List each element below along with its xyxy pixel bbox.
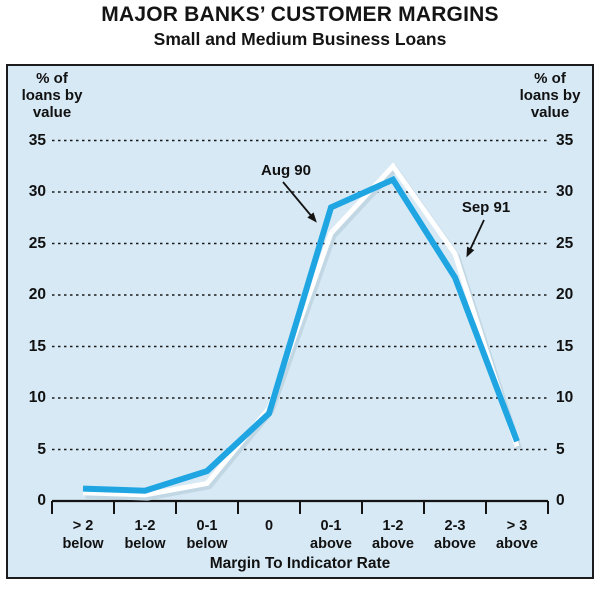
category-label-5: 1-2 above — [372, 518, 414, 552]
y-tick-label-right-0: 0 — [556, 492, 565, 509]
y-tick-label-right-35: 35 — [556, 131, 574, 149]
sep-91-line-shadow — [85, 164, 523, 501]
sep-91-arrow-head — [466, 246, 475, 258]
category-label-2: 0-1 below — [186, 518, 228, 552]
y-tick-label-left-0: 0 — [37, 492, 46, 509]
category-label-4: 0-1 above — [310, 518, 352, 552]
chart-subtitle: Small and Medium Business Loans — [153, 29, 447, 49]
plot-area: % of loans by value % of loans by value … — [6, 64, 594, 579]
y-tick-label-left-10: 10 — [28, 389, 46, 406]
aug-90-arrow-head — [307, 212, 317, 223]
y-tick-label-right-5: 5 — [556, 440, 565, 458]
y-tick-label-left-15: 15 — [28, 337, 46, 355]
x-axis-title: Margin To Indicator Rate — [209, 555, 391, 572]
category-label-3: 0 — [264, 518, 274, 534]
y-tick-label-right-15: 15 — [556, 337, 574, 355]
y-tick-label-right-30: 30 — [556, 183, 574, 200]
chart-title: MAJOR BANKS’ CUSTOMER MARGINS — [101, 3, 499, 26]
y-tick-label-right-10: 10 — [556, 389, 574, 406]
category-label-7: > 3 above — [496, 518, 538, 552]
aug-90-arrow-shaft — [282, 181, 314, 219]
y-tick-label-right-25: 25 — [556, 234, 574, 252]
aug-90-line — [82, 175, 520, 494]
sep-91-arrow-shaft — [468, 219, 485, 253]
annotation-sep-91: Sep 91 — [461, 199, 511, 216]
y-axis-label-right: % of loans by value — [519, 70, 581, 121]
y-tick-label-left-30: 30 — [28, 183, 46, 200]
category-label-1: 1-2 below — [124, 518, 166, 552]
y-tick-label-left-35: 35 — [28, 131, 46, 149]
y-tick-label-left-20: 20 — [28, 286, 46, 303]
chart-canvas — [51, 139, 549, 514]
annotation-aug-90: Aug 90 — [260, 162, 311, 179]
category-label-6: 2-3 above — [434, 518, 476, 552]
category-label-0: > 2 below — [62, 518, 104, 552]
y-tick-label-left-5: 5 — [37, 440, 46, 458]
y-tick-label-left-25: 25 — [28, 234, 46, 252]
y-axis-label-left: % of loans by value — [21, 70, 83, 121]
y-tick-label-right-20: 20 — [556, 286, 574, 303]
